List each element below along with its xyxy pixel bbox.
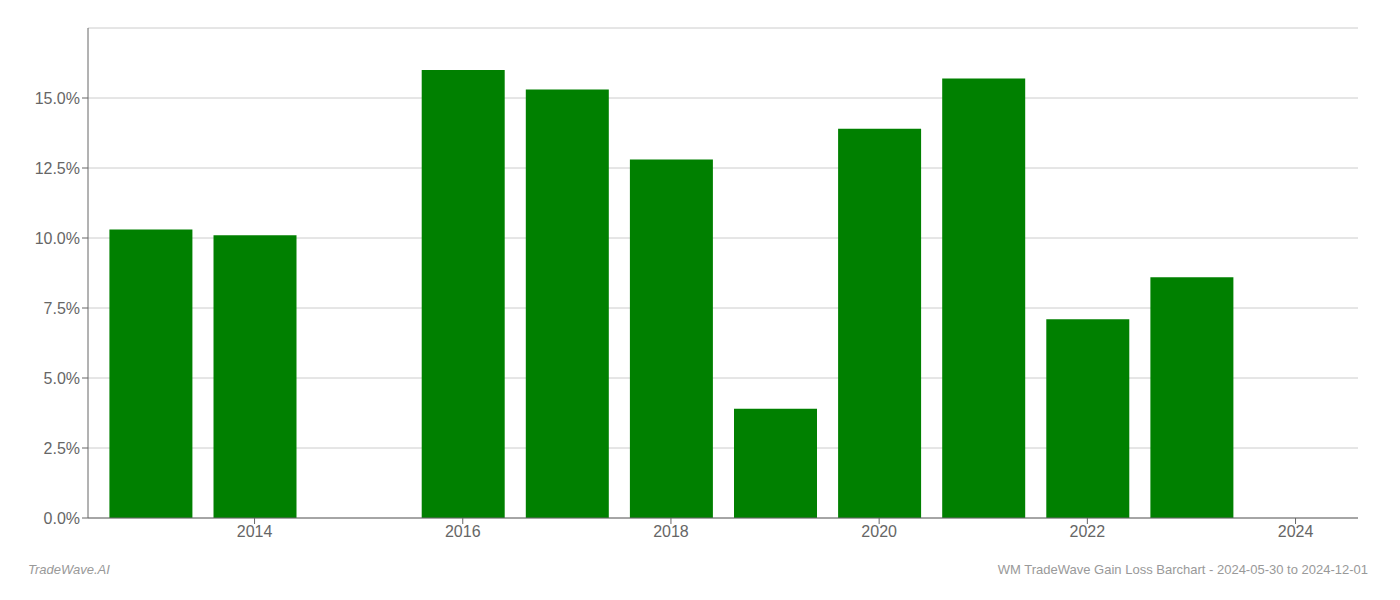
svg-text:2.5%: 2.5% (44, 440, 80, 457)
svg-text:5.0%: 5.0% (44, 370, 80, 387)
svg-text:0.0%: 0.0% (44, 510, 80, 527)
svg-text:2022: 2022 (1070, 523, 1106, 540)
svg-text:2024: 2024 (1278, 523, 1314, 540)
svg-text:2014: 2014 (237, 523, 273, 540)
svg-text:2016: 2016 (445, 523, 481, 540)
html-text:TradeWave.AI: TradeWave.AI (28, 562, 110, 577)
svg-text:12.5%: 12.5% (35, 160, 80, 177)
html-text:WM TradeWave Gain Loss Barchar: WM TradeWave Gain Loss Barchart - 2024-0… (997, 562, 1368, 577)
svg-text:10.0%: 10.0% (35, 230, 80, 247)
svg-text:2018: 2018 (653, 523, 689, 540)
svg-text:2020: 2020 (861, 523, 897, 540)
svg-text:7.5%: 7.5% (44, 300, 80, 317)
svg-text:15.0%: 15.0% (35, 90, 80, 107)
